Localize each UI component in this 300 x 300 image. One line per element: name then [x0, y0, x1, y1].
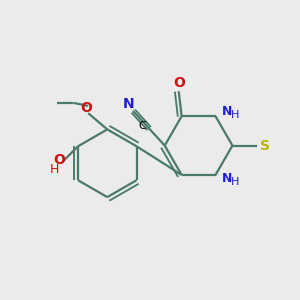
Text: N: N — [123, 98, 134, 111]
Text: O: O — [80, 101, 92, 115]
Text: O: O — [53, 153, 65, 166]
Text: N: N — [221, 105, 232, 118]
Text: H: H — [231, 110, 240, 120]
Text: C: C — [138, 121, 146, 130]
Text: N: N — [221, 172, 232, 185]
Text: S: S — [260, 139, 270, 153]
Text: O: O — [173, 76, 184, 90]
Text: H: H — [231, 177, 240, 187]
Text: H: H — [50, 164, 59, 176]
